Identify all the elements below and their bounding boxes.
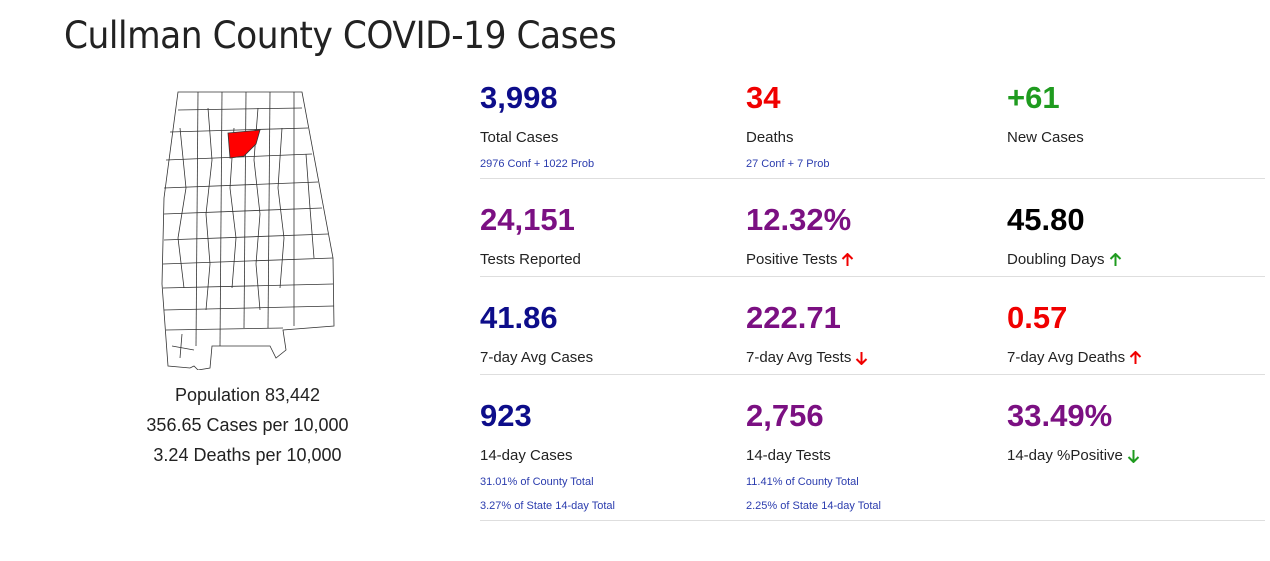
positive-tests-label: Positive Tests — [746, 251, 838, 268]
cases-per-10000-text: 356.65 Cases per 10,000 — [146, 415, 349, 435]
stat-new-cases: +61 New Cases — [1007, 78, 1084, 148]
deaths-label: Deaths — [746, 129, 794, 146]
stat-7day-avg-tests: 222.71 7-day Avg Tests — [746, 277, 868, 368]
arrow-up-red-icon — [1129, 351, 1142, 365]
stats-grid: 3,998 Total Cases 2976 Conf + 1022 Prob … — [480, 78, 1265, 521]
total-cases-label: Total Cases — [480, 129, 559, 146]
d14-positive-label: 14-day %Positive — [1007, 447, 1123, 464]
d14-cases-county-share: 31.01% of County Total — [480, 476, 594, 488]
arrow-down-green-icon — [1127, 449, 1140, 463]
d14-tests-label: 14-day Tests — [746, 447, 831, 464]
deaths-per-10000-text: 3.24 Deaths per 10,000 — [153, 445, 342, 465]
stats-row-totals: 3,998 Total Cases 2976 Conf + 1022 Prob … — [480, 78, 1265, 179]
avg7-tests-label: 7-day Avg Tests — [746, 349, 852, 366]
avg7-tests-value: 222.71 — [746, 300, 841, 335]
county-summary: Population 83,442 356.65 Cases per 10,00… — [130, 380, 365, 470]
doubling-days-value: 45.80 — [1007, 202, 1085, 237]
total-cases-value: 3,998 — [480, 80, 558, 115]
stat-7day-avg-cases: 41.86 7-day Avg Cases — [480, 277, 593, 368]
avg7-cases-label: 7-day Avg Cases — [480, 349, 594, 366]
deaths-breakdown: 27 Conf + 7 Prob — [746, 158, 830, 170]
d14-tests-state-share: 2.25% of State 14-day Total — [746, 500, 881, 512]
d14-cases-value: 923 — [480, 398, 532, 433]
stat-deaths: 34 Deaths 27 Conf + 7 Prob — [746, 78, 829, 171]
d14-positive-value: 33.49% — [1007, 398, 1113, 433]
stat-positive-tests: 12.32% Positive Tests — [746, 179, 854, 270]
positive-tests-value: 12.32% — [746, 202, 852, 237]
new-cases-value: +61 — [1007, 80, 1060, 115]
d14-tests-value: 2,756 — [746, 398, 824, 433]
doubling-days-label: Doubling Days — [1007, 251, 1105, 268]
d14-cases-state-share: 3.27% of State 14-day Total — [480, 500, 615, 512]
arrow-up-green-icon — [1109, 253, 1122, 267]
arrow-down-red-icon — [855, 351, 868, 365]
avg7-deaths-value: 0.57 — [1007, 300, 1068, 335]
cullman-county-shape — [227, 129, 261, 159]
stats-row-14day: 923 14-day Cases 31.01% of County Total … — [480, 375, 1265, 521]
stats-row-7day: 41.86 7-day Avg Cases 222.71 7-day Avg T… — [480, 277, 1265, 375]
stat-7day-avg-deaths: 0.57 7-day Avg Deaths — [1007, 277, 1142, 368]
d14-tests-county-share: 11.41% of County Total — [746, 476, 859, 488]
stat-14day-cases: 923 14-day Cases 31.01% of County Total … — [480, 375, 615, 513]
avg7-cases-value: 41.86 — [480, 300, 558, 335]
stat-14day-tests: 2,756 14-day Tests 11.41% of County Tota… — [746, 375, 881, 513]
tests-reported-label: Tests Reported — [480, 251, 581, 268]
page-title: Cullman County COVID-19 Cases — [64, 14, 617, 57]
stats-row-tests: 24,151 Tests Reported 12.32% Positive Te… — [480, 179, 1265, 277]
tests-reported-value: 24,151 — [480, 202, 575, 237]
avg7-deaths-label: 7-day Avg Deaths — [1007, 349, 1126, 366]
arrow-up-red-icon — [841, 253, 854, 267]
deaths-value: 34 — [746, 80, 781, 115]
new-cases-label: New Cases — [1007, 129, 1084, 146]
stat-14day-positive: 33.49% 14-day %Positive — [1007, 375, 1140, 466]
stat-doubling-days: 45.80 Doubling Days — [1007, 179, 1122, 270]
stat-tests-reported: 24,151 Tests Reported — [480, 179, 581, 270]
d14-cases-label: 14-day Cases — [480, 447, 573, 464]
population-text: Population 83,442 — [174, 385, 321, 405]
total-cases-breakdown: 2976 Conf + 1022 Prob — [480, 158, 595, 170]
stat-total-cases: 3,998 Total Cases 2976 Conf + 1022 Prob — [480, 78, 594, 171]
alabama-county-map — [150, 88, 350, 370]
